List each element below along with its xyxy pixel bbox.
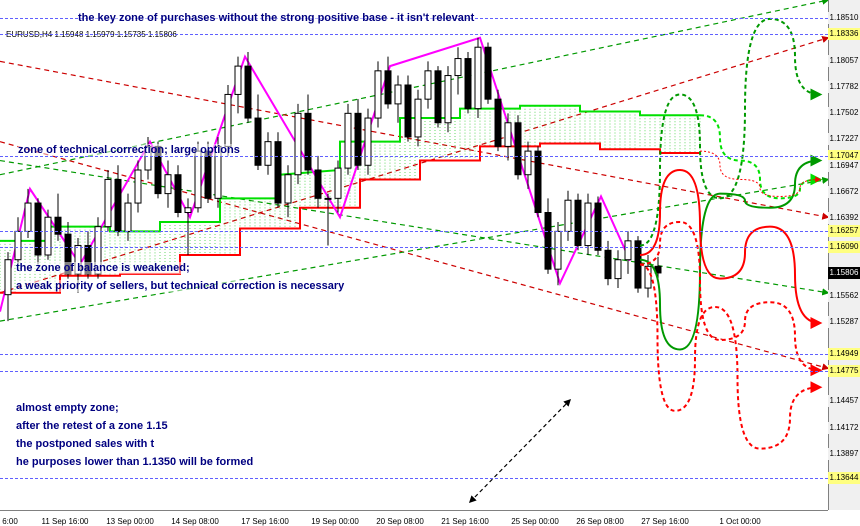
annotation-text: the postponed sales with t — [16, 438, 154, 450]
annotation-text: almost empty zone; — [16, 402, 119, 414]
y-tick: 1.17502 — [828, 107, 860, 119]
y-tick: 1.16257 — [828, 225, 860, 237]
x-tick: 17 Sep 16:00 — [241, 517, 289, 526]
y-tick: 1.16090 — [828, 241, 860, 253]
y-tick: 1.15562 — [828, 290, 860, 302]
y-tick: 1.13644 — [828, 472, 860, 484]
annotation-text: he purposes lower than 1.1350 will be fo… — [16, 456, 253, 468]
x-tick: 13 Sep 00:00 — [106, 517, 154, 526]
y-tick: 1.14172 — [828, 422, 860, 434]
y-tick: 1.18510 — [828, 12, 860, 24]
y-tick: 1.14949 — [828, 348, 860, 360]
chart-plot-area[interactable]: EURUSD,H4 1.15948 1.15979 1.15735 1.1580… — [0, 0, 828, 510]
y-tick: 1.16392 — [828, 212, 860, 224]
y-tick: 1.14775 — [828, 365, 860, 377]
y-tick: 1.18057 — [828, 55, 860, 67]
y-tick: 1.15806 — [828, 267, 860, 279]
y-tick: 1.17782 — [828, 81, 860, 93]
x-tick: 20 Sep 08:00 — [376, 517, 424, 526]
x-tick: 26 Sep 08:00 — [576, 517, 624, 526]
y-tick: 1.14457 — [828, 395, 860, 407]
x-tick: 14 Sep 08:00 — [171, 517, 219, 526]
x-tick: 11 Sep 16:00 — [41, 517, 88, 526]
x-tick: 19 Sep 00:00 — [311, 517, 359, 526]
x-tick: 1 Oct 00:00 — [719, 517, 760, 526]
y-tick: 1.13897 — [828, 448, 860, 460]
x-tick: 25 Sep 00:00 — [511, 517, 559, 526]
horizontal-level — [0, 371, 828, 372]
x-axis: 6:00 11 Sep 16:00 13 Sep 00:00 14 Sep 08:00… — [0, 510, 828, 526]
y-tick: 1.18336 — [828, 28, 860, 40]
x-tick: 21 Sep 16:00 — [441, 517, 489, 526]
horizontal-level — [0, 478, 828, 479]
chart-svg — [0, 0, 828, 510]
horizontal-level — [0, 34, 828, 35]
x-tick: 27 Sep 16:00 — [641, 517, 689, 526]
y-tick: 1.16672 — [828, 186, 860, 198]
y-tick: 1.16947 — [828, 160, 860, 172]
annotation-text: after the retest of a zone 1.15 — [16, 420, 168, 432]
annotation-text: the zone of balance is weakened; — [16, 262, 190, 274]
horizontal-level — [0, 247, 828, 248]
y-tick: 1.15287 — [828, 316, 860, 328]
y-axis: 1.18510 1.18336 1.18057 1.17782 1.17502 1.172… — [828, 0, 860, 510]
horizontal-level — [0, 156, 828, 157]
horizontal-level — [0, 354, 828, 355]
annotation-text: a weak priority of sellers, but technica… — [16, 280, 344, 292]
annotation-text: zone of technical correction; large opti… — [18, 144, 240, 156]
horizontal-level — [0, 231, 828, 232]
y-tick: 1.17227 — [828, 133, 860, 145]
x-tick: 6:00 — [2, 517, 18, 526]
annotation-text: the key zone of purchases without the st… — [78, 12, 474, 24]
